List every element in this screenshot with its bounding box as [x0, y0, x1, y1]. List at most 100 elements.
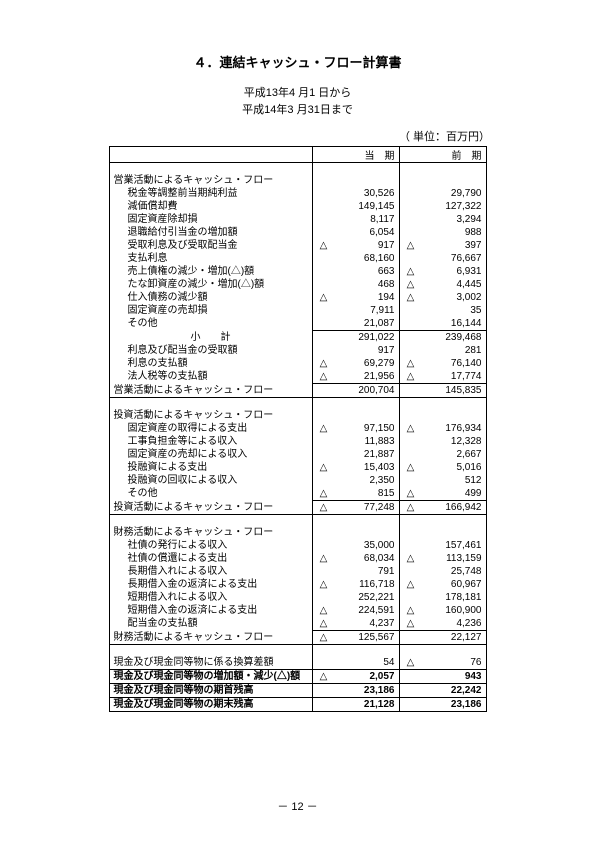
section-total-row: 財務活動によるキャッシュ・フロー△125,56722,127: [109, 631, 486, 645]
pri-neg-mark: △: [399, 578, 422, 591]
cur-neg-mark: [312, 591, 335, 604]
cur-neg-mark: [312, 187, 335, 200]
table-row: 社債の償還による支出△68,034△113,159: [109, 552, 486, 565]
cur-value: 68,034: [335, 552, 400, 565]
pri-neg-mark: [399, 565, 422, 578]
section-total-row: 営業活動によるキャッシュ・フロー200,704145,835: [109, 384, 486, 398]
cur-neg-mark: △: [312, 422, 335, 435]
pri-neg-mark: [399, 684, 422, 698]
cur-value: 791: [335, 565, 400, 578]
row-label: その他: [109, 317, 312, 331]
row-label: 利息の支払額: [109, 357, 312, 370]
cur-value: 11,883: [335, 435, 400, 448]
header-blank: [109, 147, 312, 163]
cur-value: 35,000: [335, 539, 400, 552]
row-label: 工事負担金等による収入: [109, 435, 312, 448]
cur-value: [335, 526, 400, 539]
cur-value: 23,186: [335, 684, 400, 698]
cur-value: 21,087: [335, 317, 400, 331]
pri-value: 281: [422, 344, 487, 357]
page: ４．連結キャッシュ・フロー計算書 平成13年4 月1 日から 平成14年3 月3…: [0, 0, 595, 842]
cur-value: 21,887: [335, 448, 400, 461]
row-label: 配当金の支払額: [109, 617, 312, 631]
cur-value: 149,145: [335, 200, 400, 213]
pri-neg-mark: [399, 670, 422, 684]
cur-neg-mark: [312, 539, 335, 552]
table-row: 利息及び配当金の受取額917281: [109, 344, 486, 357]
cashflow-table: 当 期 前 期 営業活動によるキャッシュ・フロー税金等調整前当期純利益30,52…: [109, 146, 487, 712]
cur-value: 6,054: [335, 226, 400, 239]
pri-value: 166,942: [422, 501, 487, 515]
table-row: 退職給付引当金の増加額6,054988: [109, 226, 486, 239]
cur-neg-mark: △: [312, 370, 335, 384]
row-label: 短期借入金の返済による支出: [109, 604, 312, 617]
header-prior: 前 期: [422, 147, 487, 163]
cur-value: 15,403: [335, 461, 400, 474]
table-row: 固定資産の売却による収入21,8872,667: [109, 448, 486, 461]
pri-neg-mark: [399, 474, 422, 487]
cur-neg-mark: △: [312, 291, 335, 304]
unit-label: （ 単位：百万円）: [50, 128, 545, 144]
table-row: 営業活動によるキャッシュ・フロー: [109, 174, 486, 187]
cur-neg-mark: [312, 656, 335, 670]
cur-neg-mark: [312, 684, 335, 698]
pri-neg-mark: △: [399, 656, 422, 670]
pri-neg-mark: [399, 344, 422, 357]
table-row: 配当金の支払額△4,237△4,236: [109, 617, 486, 631]
cur-value: 69,279: [335, 357, 400, 370]
pri-neg-mark: [399, 409, 422, 422]
pri-neg-mark: △: [399, 617, 422, 631]
cur-neg-mark: △: [312, 552, 335, 565]
pri-neg-mark: △: [399, 278, 422, 291]
row-label: 受取利息及び受取配当金: [109, 239, 312, 252]
pri-value: 499: [422, 487, 487, 501]
pri-value: [422, 174, 487, 187]
header-pri-tri: [399, 147, 422, 163]
pri-neg-mark: △: [399, 291, 422, 304]
section-total-row: 現金及び現金同等物の期首残高23,18622,242: [109, 684, 486, 698]
pri-neg-mark: [399, 331, 422, 345]
row-label: 長期借入れによる収入: [109, 565, 312, 578]
row-label: 社債の償還による支出: [109, 552, 312, 565]
cur-neg-mark: [312, 565, 335, 578]
cur-value: 125,567: [335, 631, 400, 645]
pri-neg-mark: [399, 591, 422, 604]
blank-row: [109, 515, 486, 527]
cur-value: 4,237: [335, 617, 400, 631]
row-label: 財務活動によるキャッシュ・フロー: [109, 526, 312, 539]
pri-neg-mark: △: [399, 357, 422, 370]
pri-neg-mark: [399, 187, 422, 200]
table-row: 長期借入れによる収入79125,748: [109, 565, 486, 578]
pri-neg-mark: [399, 252, 422, 265]
row-label: 営業活動によるキャッシュ・フロー: [109, 384, 312, 398]
row-label: その他: [109, 487, 312, 501]
row-label: 社債の発行による収入: [109, 539, 312, 552]
table-row: 長期借入金の返済による支出△116,718△60,967: [109, 578, 486, 591]
cur-value: 468: [335, 278, 400, 291]
cur-value: [335, 174, 400, 187]
pri-neg-mark: △: [399, 370, 422, 384]
row-label: 固定資産の売却損: [109, 304, 312, 317]
pri-neg-mark: △: [399, 501, 422, 515]
cur-value: 200,704: [335, 384, 400, 398]
table-row: 法人税等の支払額△21,956△17,774: [109, 370, 486, 384]
cur-neg-mark: [312, 200, 335, 213]
cur-neg-mark: △: [312, 461, 335, 474]
cur-neg-mark: [312, 317, 335, 331]
pri-value: 22,242: [422, 684, 487, 698]
cur-neg-mark: [312, 331, 335, 345]
page-footer: － 12 －: [0, 798, 595, 814]
table-row: 投融資による支出△15,403△5,016: [109, 461, 486, 474]
pri-value: 60,967: [422, 578, 487, 591]
cur-neg-mark: [312, 474, 335, 487]
pri-value: 76,667: [422, 252, 487, 265]
cur-value: 2,350: [335, 474, 400, 487]
pri-value: 2,667: [422, 448, 487, 461]
table-row: たな卸資産の減少・増加(△)額468△4,445: [109, 278, 486, 291]
table-row: 利息の支払額△69,279△76,140: [109, 357, 486, 370]
row-label: 固定資産の取得による支出: [109, 422, 312, 435]
pri-value: 160,900: [422, 604, 487, 617]
cur-value: 194: [335, 291, 400, 304]
row-label: 減価償却費: [109, 200, 312, 213]
cur-neg-mark: [312, 278, 335, 291]
